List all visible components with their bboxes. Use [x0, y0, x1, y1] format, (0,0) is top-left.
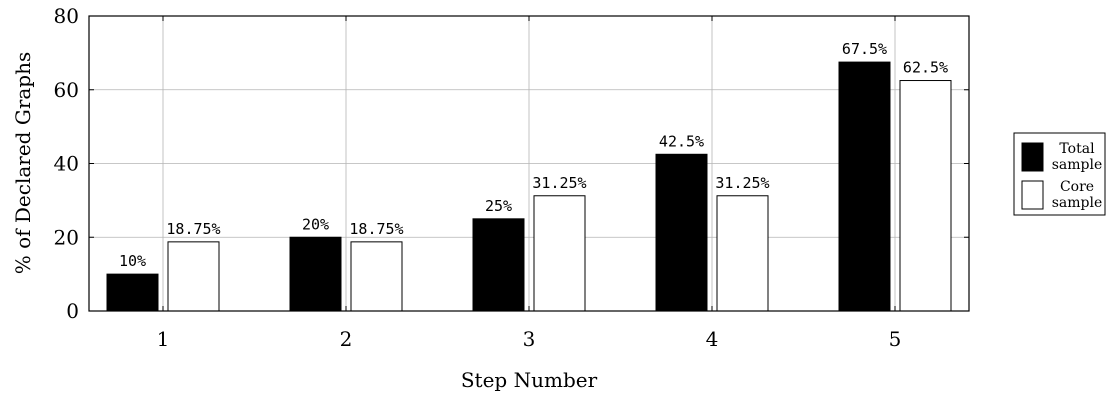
x-tick-label: 4 [706, 327, 719, 351]
x-tick-label: 5 [889, 327, 902, 351]
bar-total-step-1 [107, 274, 158, 311]
legend-label: Core [1060, 179, 1094, 195]
data-label: 42.5% [659, 132, 704, 150]
legend-swatch-core [1022, 181, 1043, 209]
legend-label: sample [1052, 157, 1103, 173]
bar-total-step-4 [656, 154, 707, 311]
legend-label: Total [1059, 141, 1095, 157]
bar-total-step-2 [290, 237, 341, 311]
y-tick-label: 80 [54, 4, 79, 28]
data-label: 31.25% [715, 174, 769, 192]
x-axis-label: Step Number [461, 368, 598, 392]
data-label: 20% [302, 215, 329, 233]
y-tick-label: 60 [54, 78, 79, 102]
y-tick-label: 0 [66, 299, 79, 323]
x-tick-label: 1 [157, 327, 170, 351]
bar-total-step-5 [839, 62, 890, 311]
legend-label: sample [1052, 195, 1103, 211]
data-label: 10% [119, 252, 146, 270]
grid-lines [89, 16, 969, 311]
bar-core-step-1 [168, 242, 219, 311]
data-label: 67.5% [842, 40, 887, 58]
data-label: 25% [485, 197, 512, 215]
data-label: 62.5% [903, 59, 948, 77]
bar-core-step-5 [900, 81, 951, 311]
bar-total-step-3 [473, 219, 524, 311]
bar-core-step-4 [717, 196, 768, 311]
bar-core-step-2 [351, 242, 402, 311]
data-label: 18.75% [166, 220, 220, 238]
bar-core-step-3 [534, 196, 585, 311]
y-axis-label: % of Declared Graphs [11, 52, 35, 275]
legend-swatch-total [1022, 143, 1043, 171]
x-tick-label: 3 [523, 327, 536, 351]
data-label: 18.75% [349, 220, 403, 238]
data-label: 31.25% [532, 174, 586, 192]
x-tick-label: 2 [340, 327, 353, 351]
y-tick-label: 40 [54, 152, 79, 176]
y-tick-label: 20 [54, 225, 79, 249]
